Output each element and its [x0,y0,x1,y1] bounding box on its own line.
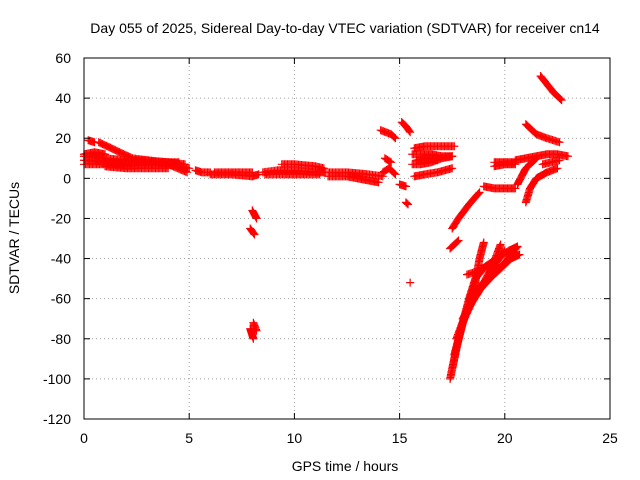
data-points [406,278,415,287]
data-points [490,160,520,171]
chart-title: Day 055 of 2025, Sidereal Day-to-day VTE… [90,20,600,36]
data-segment [410,164,457,181]
data-segment [410,142,459,153]
x-tick-label: 20 [497,430,513,446]
data-segment [210,168,257,177]
data-points [465,250,524,303]
y-tick-label: 60 [55,50,71,66]
data-points [446,236,463,253]
data-points [401,198,413,209]
data-segment [395,180,410,191]
data-segment [378,164,400,179]
data-segment [84,136,99,147]
y-tick-label: -40 [51,251,71,267]
data-segment [521,164,562,207]
y-tick-label: 0 [63,170,71,186]
y-tick-label: -120 [43,411,71,427]
data-segment [490,160,520,171]
data-segment [246,324,258,343]
data-segment [191,166,215,177]
x-tick-label: 15 [392,430,408,446]
data-points [511,150,572,165]
data-segment [479,182,520,193]
data-points [378,164,400,179]
data-segment [446,236,463,253]
data-segment [324,168,387,181]
data-segment [380,154,396,167]
data-segment [397,118,415,137]
data-points [210,168,257,177]
data-segment [324,172,383,187]
data-points [513,154,541,189]
data-points [260,170,324,179]
data-segment [248,206,261,223]
data-segment [513,154,541,189]
data-segment [260,170,324,179]
data-points [521,164,562,207]
data-segment [277,160,328,173]
grid [84,58,610,419]
data-points [324,168,387,181]
data-points [395,180,410,191]
x-tick-label: 25 [602,430,618,446]
x-tick-label: 5 [185,430,193,446]
data-points [538,156,564,169]
data-segment [521,120,564,147]
data-segment [448,188,484,233]
axis-ticks: 0 5 10 15 20 25 -120 -100 -80 -60 -40 -20 0 20 40 60 [43,50,618,446]
y-axis-label: SDTVAR / TECUs [6,182,22,294]
data-points [248,206,261,223]
x-tick-label: 10 [287,430,303,446]
data-points [380,154,396,167]
data-points [84,136,99,147]
data-points [410,164,457,181]
data-points [536,72,566,105]
plot-frame [83,57,611,420]
data-segment [511,150,572,165]
data-points [277,160,328,173]
data-segment [101,162,173,173]
y-tick-label: -20 [51,210,71,226]
data-segment [412,154,442,165]
data-points [448,188,484,233]
x-tick-label: 0 [80,430,88,446]
data-segment [401,198,413,209]
y-tick-label: -60 [51,291,71,307]
data-points [101,162,173,173]
y-tick-label: 40 [55,90,71,106]
data-segment [246,224,259,239]
data-points [246,324,258,343]
data-points [521,120,564,147]
data-segment [376,126,400,143]
data-segment [462,242,522,279]
data-points [397,118,415,137]
data-series [80,72,572,383]
data-points [249,318,261,335]
x-axis-label: GPS time / hours [292,458,399,474]
data-points [462,242,522,279]
data-points [376,126,400,143]
data-points [412,154,442,165]
data-points [324,172,383,187]
data-segment [406,278,415,287]
data-segment [536,72,566,105]
y-tick-label: 20 [55,130,71,146]
data-points [94,138,192,177]
data-points [191,166,215,177]
data-segment [94,138,192,177]
y-tick-label: -100 [43,371,71,387]
data-points [246,224,259,239]
y-tick-label: -80 [51,331,71,347]
data-segment [465,250,524,303]
data-segment [538,156,564,169]
data-segment [249,318,261,335]
data-points [410,142,459,153]
data-points [479,182,520,193]
